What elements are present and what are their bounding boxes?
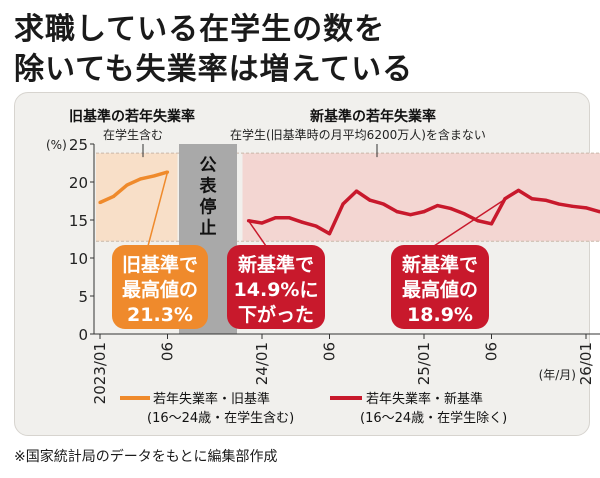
x-tick-label: 26/01 <box>577 342 595 385</box>
new-series-point <box>489 222 494 226</box>
x-tick-label: 06 <box>483 342 501 361</box>
new-series-point <box>381 202 386 206</box>
headline-line-2: 除いても失業率は増えている <box>14 52 414 87</box>
y-tick-label: 20 <box>69 174 88 192</box>
callout-new-high-box <box>391 245 489 329</box>
callout-old-text: 最高値の <box>122 278 198 301</box>
old-standard-header: 旧基準の若年失業率 <box>69 108 195 125</box>
new-series-point <box>530 197 534 201</box>
x-tick-label: 25/01 <box>415 342 433 385</box>
y-tick-label: 25 <box>69 136 88 154</box>
y-tick-label: 15 <box>69 212 88 230</box>
new-series-point <box>462 212 467 216</box>
new-series-point <box>476 219 480 223</box>
legend-old-note: (16～24歳・在学生含む) <box>147 410 294 426</box>
x-tick-label: 2023/01 <box>91 342 109 404</box>
suspension-label-char: 表 <box>200 176 218 197</box>
new-series-point <box>584 206 588 210</box>
callout-new-high-text: 新基準で <box>402 253 478 276</box>
new-standard-header: 新基準の若年失業率 <box>310 108 436 125</box>
new-series-point <box>449 207 453 211</box>
suspension-label-char: 停 <box>200 197 217 218</box>
x-tick-label: 06 <box>159 342 177 361</box>
x-tick-label: 24/01 <box>253 342 271 385</box>
callout-new-low-text: 14.9%に <box>234 279 319 301</box>
callout-new-high-connector <box>433 189 519 247</box>
old-standard-series-line <box>99 170 168 205</box>
y-tick-label: 5 <box>78 288 88 306</box>
new-series-point <box>408 213 413 217</box>
new-series-point <box>327 232 332 236</box>
new-series-point <box>354 189 359 193</box>
legend-old-label: 若年失業率・旧基準 <box>153 391 270 407</box>
old-series-point <box>98 200 102 205</box>
y-axis-unit: (%) <box>46 138 67 152</box>
new-series-point <box>597 210 600 214</box>
callout-old-connector <box>147 171 169 247</box>
old-standard-subheader: 在学生含む <box>103 127 163 142</box>
new-standard-subheader: 在学生(旧基準時の月平均6200万人)を含まない <box>230 127 486 142</box>
old-series-point <box>152 174 156 178</box>
new-series-point <box>273 216 278 220</box>
new-series-point <box>260 221 264 225</box>
new-series-point <box>422 210 426 214</box>
old-series-point <box>125 183 129 187</box>
y-tick-label: 10 <box>69 250 88 268</box>
callout-new-low-box <box>227 245 325 329</box>
new-series-point <box>314 224 318 228</box>
suspension-label-char: 止 <box>200 218 217 239</box>
x-tick-label: 06 <box>321 342 339 361</box>
callout-new-low-text: 新基準で <box>238 253 314 276</box>
new-series-point <box>300 220 305 224</box>
callout-new-high-text: 18.9% <box>407 304 473 326</box>
old-series-point <box>138 177 143 181</box>
new-standard-band <box>242 153 600 242</box>
callout-new-high-text: 最高値の <box>402 278 478 301</box>
suspension-label-char: 公 <box>200 156 217 176</box>
callout-old-text: 21.3% <box>127 304 193 326</box>
callout-new-low-text: 下がった <box>238 303 314 326</box>
new-series-point <box>543 198 548 202</box>
callout-new-low-connector <box>247 220 267 247</box>
new-series-point <box>557 202 561 206</box>
new-series-point <box>570 204 575 208</box>
legend-new-label: 若年失業率・新基準 <box>366 391 483 407</box>
new-series-point <box>341 202 345 206</box>
new-series-point <box>287 216 291 220</box>
source-note: ※国家統計局のデータをもとに編集部作成 <box>14 449 278 465</box>
old-series-point <box>111 194 116 199</box>
x-axis-unit: (年/月) <box>539 368 576 382</box>
callout-old-box <box>112 245 208 329</box>
y-tick-label: 0 <box>78 326 88 344</box>
callout-old-text: 旧基準で <box>122 253 198 276</box>
new-series-point <box>368 198 372 202</box>
new-series-point <box>435 203 440 208</box>
headline-line-1: 求職している在学生の数を <box>14 12 386 47</box>
legend-new-note: (16～24歳・在学生除く) <box>360 410 507 426</box>
new-series-point <box>395 210 399 214</box>
